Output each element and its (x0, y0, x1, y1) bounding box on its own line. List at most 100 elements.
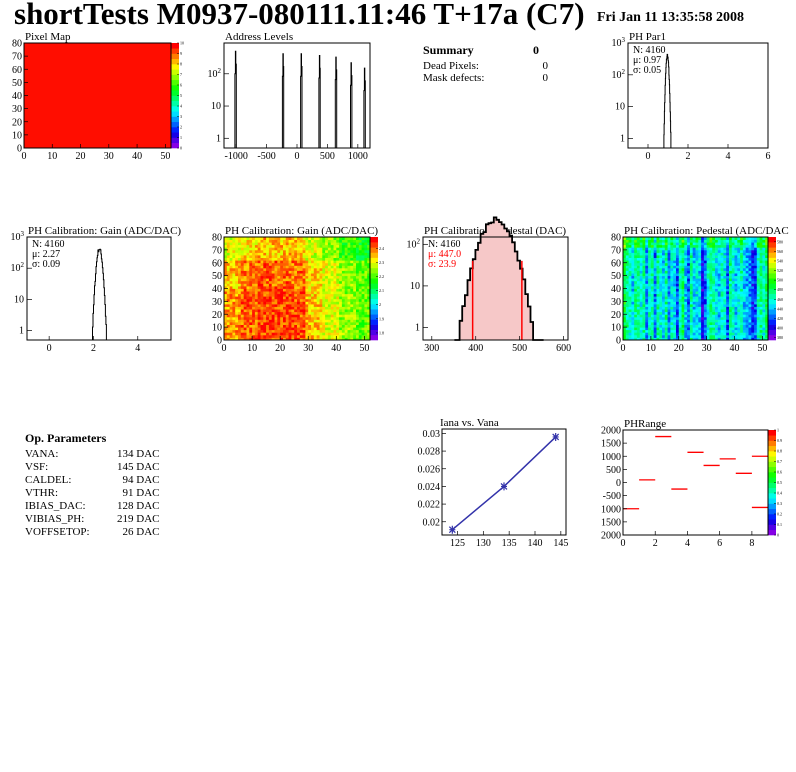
heatmap-cell (229, 311, 233, 315)
heatmap-cell (263, 288, 267, 292)
heatmap-cell (283, 242, 287, 246)
heatmap-cell (325, 324, 329, 328)
heatmap-cell (263, 309, 267, 313)
heatmap-cell (313, 311, 317, 315)
heatmap-cell (650, 327, 655, 331)
heatmap-cell (260, 327, 264, 331)
heatmap-cell (235, 329, 239, 333)
heatmap-cell (712, 288, 716, 292)
color-scale-step (768, 519, 776, 525)
heatmap-cell (712, 306, 716, 310)
heatmap-cell (268, 267, 273, 271)
op-parameters-table: VANA: 134 DAC VSF: 145 DAC CALDEL: 94 DAC VTHR… (25, 447, 159, 538)
stats-line: μ: 447.0 (428, 249, 461, 260)
heatmap-cell (695, 273, 699, 277)
heatmap-cell (283, 278, 287, 282)
heatmap-cell (364, 262, 368, 266)
heatmap-cell (336, 298, 340, 302)
heatmap-cell (333, 334, 337, 338)
heatmap-cell (756, 309, 760, 313)
heatmap-cell (325, 319, 329, 323)
heatmap-cell (729, 322, 733, 325)
heatmap-cell (709, 332, 713, 336)
heatmap-cell (737, 337, 741, 341)
y-tick-label: 70 (611, 245, 621, 256)
heatmap-cell (229, 239, 233, 243)
color-scale-step (768, 252, 776, 258)
color-scale-step (768, 283, 776, 289)
heatmap-cell (297, 314, 301, 318)
heatmap-cell (224, 275, 228, 279)
heatmap-cell (238, 262, 242, 266)
y-tick-label: 0.022 (418, 500, 441, 511)
heatmap-cell (684, 267, 688, 271)
heatmap-cell (729, 270, 733, 274)
heatmap-cell (687, 283, 691, 287)
heatmap-cell (280, 255, 284, 258)
heatmap-cell (703, 293, 708, 297)
heatmap-cell (361, 291, 365, 295)
heatmap-cell (358, 275, 362, 279)
heatmap-cell (639, 334, 643, 338)
heatmap-cell (762, 283, 766, 287)
heatmap-cell (636, 262, 641, 266)
heatmap-cell (224, 309, 228, 313)
heatmap-cell (260, 311, 264, 315)
heatmap-cell (243, 301, 247, 305)
heatmap-cell (712, 291, 716, 295)
heatmap-cell (709, 316, 713, 320)
heatmap-cell (339, 262, 343, 266)
heatmap-cell (288, 337, 292, 341)
heatmap-cell (330, 337, 334, 341)
color-scale-step (768, 298, 776, 305)
heatmap-cell (291, 270, 295, 274)
heatmap-cell (670, 327, 674, 331)
heatmap-cell (316, 316, 320, 320)
heatmap-cell (288, 293, 292, 297)
heatmap-cell (226, 334, 230, 338)
heatmap-cell (720, 273, 724, 277)
heatmap-cell (266, 280, 270, 284)
heatmap-cell (706, 332, 710, 336)
heatmap-cell (676, 280, 680, 284)
heatmap-cell (706, 275, 710, 279)
heatmap-cell (759, 255, 763, 258)
op-param-name: VOFFSETOP: (25, 525, 90, 538)
heatmap-cell (628, 319, 632, 323)
heatmap-cell (268, 255, 273, 258)
heatmap-cell (344, 247, 348, 251)
heatmap-cell (353, 291, 357, 295)
heatmap-cell (712, 316, 716, 320)
heatmap-cell (316, 301, 320, 305)
heatmap-cell (720, 309, 724, 313)
heatmap-cell (322, 319, 326, 323)
x-tick-label: 0 (222, 343, 227, 354)
heatmap-cell (623, 252, 627, 256)
heatmap-cell (712, 293, 716, 297)
heatmap-cell (246, 298, 250, 302)
heatmap-cell (246, 329, 250, 333)
heatmap-cell (288, 311, 292, 315)
heatmap-cell (662, 298, 666, 302)
heatmap-cell (285, 270, 289, 274)
heatmap-cell (726, 301, 730, 305)
heatmap-cell (695, 275, 699, 279)
heatmap-cell (288, 332, 292, 336)
heatmap-cell (634, 327, 638, 331)
heatmap-cell (313, 275, 317, 279)
heatmap-cell (271, 252, 275, 256)
heatmap-cell (653, 262, 657, 266)
heatmap-cell (344, 293, 348, 297)
heatmap-cell (356, 249, 360, 253)
heatmap-cell (642, 265, 646, 269)
heatmap-cell (715, 247, 719, 251)
heatmap-cell (701, 244, 705, 248)
heatmap-cell (294, 337, 298, 341)
heatmap-cell (712, 244, 716, 248)
heatmap-cell (313, 306, 317, 310)
color-scale-label: 2.1 (379, 288, 384, 293)
heatmap-cell (625, 270, 629, 274)
heatmap-cell (656, 275, 660, 279)
heatmap-cell (670, 314, 674, 318)
heatmap-cell (229, 322, 233, 325)
